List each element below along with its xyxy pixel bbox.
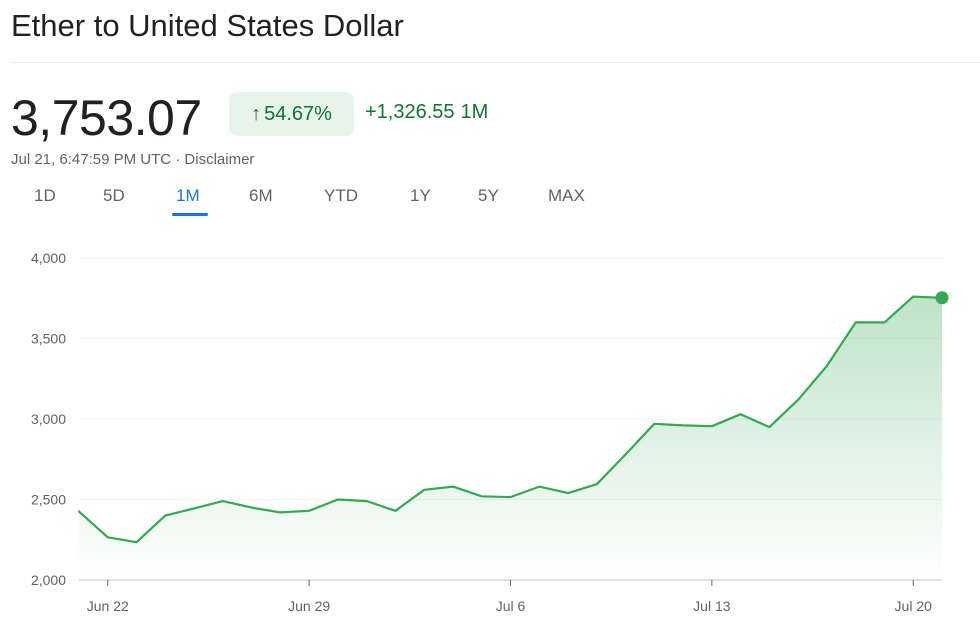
data-point[interactable] — [910, 294, 916, 300]
x-tick-label: Jul 20 — [895, 598, 933, 614]
area-layer — [79, 296, 942, 580]
price-line — [77, 295, 944, 544]
tab-5d[interactable]: 5D — [103, 186, 125, 205]
data-point[interactable] — [277, 509, 283, 515]
line-layer — [76, 291, 949, 545]
tab-1y[interactable]: 1Y — [410, 186, 431, 205]
data-point[interactable] — [536, 484, 542, 490]
data-point[interactable] — [220, 498, 226, 504]
data-point[interactable] — [364, 498, 370, 504]
data-point[interactable] — [738, 411, 744, 417]
data-point[interactable] — [881, 319, 887, 325]
data-point[interactable] — [335, 497, 341, 503]
tab-1m[interactable]: 1M — [176, 186, 200, 205]
data-point[interactable] — [249, 505, 255, 511]
data-point[interactable] — [306, 508, 312, 514]
timestamp: Jul 21, 6:47:59 PM UTC — [11, 151, 172, 168]
data-point[interactable] — [134, 539, 140, 545]
axis-layer: 2,000 2,500 3,000 3,500 4,000 Jun 22 Jun 29 Jul… — [31, 250, 932, 614]
change-absolute: +1,326.55 — [365, 101, 455, 123]
x-tick-label: Jul 13 — [693, 598, 731, 614]
tab-6m[interactable]: 6M — [249, 186, 273, 205]
data-point[interactable] — [594, 481, 600, 487]
data-point[interactable] — [795, 397, 801, 403]
arrow-up-icon: ↑ — [251, 102, 262, 125]
change-absolute-group: +1,326.55 1M — [365, 101, 488, 124]
tab-5y[interactable]: 5Y — [478, 186, 499, 205]
price-chart[interactable]: 2,000 2,500 3,000 3,500 4,000 Jun 22 Jun 29 Jul… — [0, 230, 980, 637]
data-point[interactable] — [824, 363, 830, 369]
page-title: Ether to United States Dollar — [11, 8, 404, 43]
data-point[interactable] — [766, 424, 772, 430]
data-point[interactable] — [76, 509, 82, 515]
data-point[interactable] — [162, 513, 168, 519]
y-tick-label: 4,000 — [31, 250, 66, 266]
data-point[interactable] — [680, 422, 686, 428]
data-point[interactable] — [421, 487, 427, 493]
data-point[interactable] — [450, 484, 456, 490]
meta-separator: · — [171, 151, 185, 168]
data-point[interactable] — [565, 490, 571, 496]
range-tabs: 1D 5D 1M 6M YTD 1Y 5Y MAX — [0, 186, 640, 220]
timestamp-line: Jul 21, 6:47:59 PM UTC · Disclaimer — [11, 151, 254, 168]
current-price: 3,753.07 — [11, 90, 202, 146]
active-tab-indicator — [172, 213, 208, 216]
data-point[interactable] — [651, 421, 657, 427]
x-tick-label: Jun 29 — [288, 598, 330, 614]
y-tick-label: 3,500 — [31, 331, 66, 347]
data-point[interactable] — [853, 319, 859, 325]
data-point[interactable] — [623, 451, 629, 457]
tab-1d[interactable]: 1D — [34, 186, 56, 205]
x-tick-label: Jul 6 — [496, 598, 526, 614]
data-point[interactable] — [392, 508, 398, 514]
tab-max[interactable]: MAX — [548, 186, 585, 205]
price-area-fill — [79, 296, 942, 580]
y-tick-label: 2,000 — [31, 572, 66, 588]
change-period: 1M — [460, 101, 489, 123]
tab-ytd[interactable]: YTD — [324, 186, 358, 205]
change-percent: 54.67% — [264, 102, 332, 125]
data-point[interactable] — [508, 494, 514, 500]
change-percent-badge: ↑ 54.67% — [229, 92, 354, 136]
data-point[interactable] — [709, 423, 715, 429]
header-divider — [11, 62, 980, 63]
data-point[interactable] — [479, 493, 485, 499]
x-tick-label: Jun 22 — [87, 598, 129, 614]
last-value-dot — [935, 291, 949, 305]
data-point[interactable] — [105, 534, 111, 540]
disclaimer-link[interactable]: Disclaimer — [184, 151, 255, 168]
y-tick-label: 2,500 — [31, 492, 66, 508]
y-tick-label: 3,000 — [31, 411, 66, 427]
data-point[interactable] — [191, 505, 197, 511]
